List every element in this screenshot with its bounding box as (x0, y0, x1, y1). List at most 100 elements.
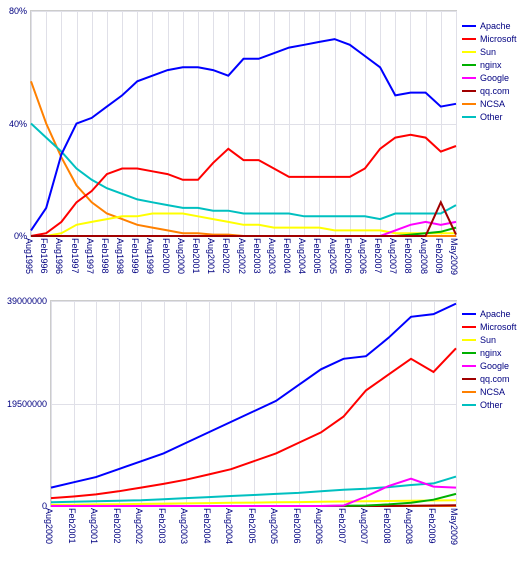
x-tick-label: Aug2005 (269, 508, 279, 544)
legend: Apache Microsoft Sun nginx Google qq.com NCSA O… (462, 308, 517, 412)
legend-item-nginx: nginx (462, 59, 517, 71)
x-tick-label: Aug2006 (358, 238, 368, 274)
x-tick-label: Aug2007 (359, 508, 369, 544)
legend-label: nginx (480, 348, 502, 358)
series-line-apache (31, 39, 456, 230)
x-tick-label: Feb2006 (292, 508, 302, 544)
legend-item-other: Other (462, 399, 517, 411)
legend-item-ncsa: NCSA (462, 98, 517, 110)
y-tick-label: 19500000 (7, 399, 47, 409)
legend-swatch (462, 103, 476, 105)
x-tick-label: Aug1997 (85, 238, 95, 274)
gridline-v (456, 11, 457, 236)
x-tick-label: Feb2003 (252, 238, 262, 274)
x-tick-label: Aug2002 (134, 508, 144, 544)
legend-swatch (462, 378, 476, 380)
legend-item-other: Other (462, 111, 517, 123)
x-tick-label: Feb2007 (337, 508, 347, 544)
legend-label: Sun (480, 335, 496, 345)
x-tick-label: Aug2000 (44, 508, 54, 544)
x-tick-label: Feb1996 (39, 238, 49, 274)
series-line-apache (51, 304, 456, 488)
x-tick-label: Feb2008 (403, 238, 413, 274)
x-tick-label: Feb1999 (130, 238, 140, 274)
x-tick-label: Aug2008 (404, 508, 414, 544)
series-svg (31, 11, 456, 236)
x-tick-label: May2009 (449, 508, 459, 545)
x-tick-label: Feb2002 (112, 508, 122, 544)
legend-item-qq: qq.com (462, 373, 517, 385)
x-tick-label: Feb2002 (221, 238, 231, 274)
x-tick-label: Feb2005 (312, 238, 322, 274)
legend-label: Google (480, 361, 509, 371)
legend-swatch (462, 64, 476, 66)
legend-item-sun: Sun (462, 46, 517, 58)
legend-label: Other (480, 400, 503, 410)
x-tick-label: Feb2007 (373, 238, 383, 274)
legend-item-google: Google (462, 360, 517, 372)
legend-item-sun: Sun (462, 334, 517, 346)
x-tick-label: Aug2003 (267, 238, 277, 274)
legend-label: Apache (480, 309, 511, 319)
y-tick-label: 40% (9, 119, 27, 129)
legend-swatch (462, 90, 476, 92)
x-tick-label: Aug2002 (237, 238, 247, 274)
legend-label: nginx (480, 60, 502, 70)
x-tick-label: Feb2005 (247, 508, 257, 544)
x-tick-label: Feb2001 (67, 508, 77, 544)
x-tick-label: Aug2001 (89, 508, 99, 544)
legend-swatch (462, 365, 476, 367)
legend-swatch (462, 339, 476, 341)
x-tick-label: Feb2008 (382, 508, 392, 544)
x-tick-label: Feb2009 (434, 238, 444, 274)
legend-label: Sun (480, 47, 496, 57)
legend-swatch (462, 391, 476, 393)
plot-area-2: 01950000039000000Aug2000Feb2001Aug2001Fe… (50, 300, 457, 507)
x-tick-label: Feb2000 (161, 238, 171, 274)
legend-label: Microsoft (480, 322, 517, 332)
legend-swatch (462, 77, 476, 79)
legend-swatch (462, 116, 476, 118)
x-tick-label: Feb1997 (70, 238, 80, 274)
x-tick-label: Feb2009 (427, 508, 437, 544)
legend-label: Google (480, 73, 509, 83)
legend: Apache Microsoft Sun nginx Google qq.comNCSA O… (462, 20, 517, 124)
legend-label: NCSA (480, 387, 505, 397)
x-tick-label: Aug2006 (314, 508, 324, 544)
x-tick-label: Aug2004 (297, 238, 307, 274)
y-tick-label: 39000000 (7, 296, 47, 306)
legend-swatch (462, 51, 476, 53)
x-tick-label: Aug2008 (419, 238, 429, 274)
x-tick-label: Aug2004 (224, 508, 234, 544)
x-tick-label: Feb2004 (282, 238, 292, 274)
x-tick-label: May2009 (449, 238, 459, 275)
x-tick-label: Feb2001 (191, 238, 201, 274)
legend-item-qq: qq.com (462, 85, 517, 97)
legend-item-microsoft: Microsoft (462, 321, 517, 333)
x-tick-label: Feb2003 (157, 508, 167, 544)
x-tick-label: Aug1999 (145, 238, 155, 274)
plot-area-1: 0%40%80%Aug1995Feb1996Aug1996Feb1997Aug1… (30, 10, 457, 237)
legend-item-apache: Apache (462, 308, 517, 320)
legend-swatch (462, 25, 476, 27)
legend-label: Microsoft (480, 34, 517, 44)
legend-item-google: Google (462, 72, 517, 84)
series-line-sun (31, 214, 456, 237)
x-tick-label: Aug1995 (24, 238, 34, 274)
x-tick-label: Aug2005 (328, 238, 338, 274)
x-tick-label: Aug1996 (54, 238, 64, 274)
legend-label: Apache (480, 21, 511, 31)
legend-swatch (462, 352, 476, 354)
chart-container: 0%40%80%Aug1995Feb1996Aug1996Feb1997Aug1… (0, 0, 528, 565)
legend-label: Other (480, 112, 503, 122)
x-tick-label: Feb2006 (343, 238, 353, 274)
y-tick-label: 80% (9, 6, 27, 16)
gridline-v (456, 301, 457, 506)
legend-swatch (462, 404, 476, 406)
series-svg (51, 301, 456, 506)
legend-item-microsoft: Microsoft (462, 33, 517, 45)
legend-swatch (462, 38, 476, 40)
x-tick-label: Feb2004 (202, 508, 212, 544)
legend-swatch (462, 313, 476, 315)
series-line-other (51, 477, 456, 503)
